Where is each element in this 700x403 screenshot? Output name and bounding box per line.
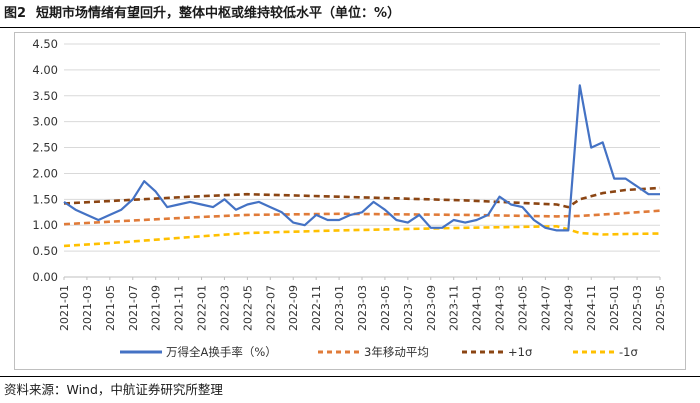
- legend-label: 3年移动平均: [364, 345, 429, 359]
- y-tick-label: 2.00: [32, 166, 58, 180]
- x-tick-label: 2022-11: [310, 285, 323, 331]
- source-note: 资料来源：Wind，中航证券研究所整理: [4, 382, 223, 397]
- x-tick-label: 2023-01: [333, 285, 346, 331]
- x-tick-label: 2022-07: [264, 285, 277, 331]
- x-tick-label: 2021-11: [173, 285, 186, 331]
- x-tick-label: 2023-05: [379, 285, 392, 331]
- x-tick-label: 2022-05: [241, 285, 254, 331]
- series-minus-1-sigma: [63, 225, 661, 248]
- source-rule: [0, 376, 700, 377]
- x-tick-label: 2023-11: [448, 285, 461, 331]
- y-tick-label: 0.50: [32, 244, 58, 258]
- x-tick-label: 2023-03: [356, 285, 369, 331]
- y-tick-label: 2.50: [32, 141, 58, 155]
- figure-title: 图2 短期市场情绪有望回升，整体中枢或维持较低水平（单位：%）: [4, 3, 696, 25]
- x-tick-label: 2021-07: [127, 285, 140, 331]
- x-tick-label: 2025-05: [654, 285, 667, 331]
- x-tick-label: 2021-09: [150, 285, 163, 331]
- x-tick-label: 2023-07: [402, 285, 415, 331]
- x-tick-label: 2025-03: [631, 285, 644, 331]
- y-tick-label: 0.00: [32, 270, 58, 284]
- series-turnover: [63, 84, 660, 232]
- y-tick-label: 4.00: [32, 63, 58, 77]
- series-plus-1-sigma: [63, 186, 661, 209]
- legend-label: -1σ: [619, 345, 638, 359]
- y-tick-label: 4.50: [32, 37, 58, 51]
- figure-number: 图2: [4, 6, 27, 21]
- x-tick-label: 2022-09: [287, 285, 300, 331]
- x-tick-label: 2021-03: [81, 285, 94, 331]
- x-tick-label: 2021-01: [58, 285, 71, 331]
- figure-title-text: 短期市场情绪有望回升，整体中枢或维持较低水平（单位：%）: [36, 6, 401, 21]
- x-tick-label: 2021-05: [104, 285, 117, 331]
- legend-label: 万得全A换手率（%）: [166, 345, 277, 359]
- x-tick-label: 2024-11: [585, 285, 598, 331]
- x-tick-label: 2024-07: [539, 285, 552, 331]
- x-tick-label: 2022-01: [196, 285, 209, 331]
- y-tick-label: 3.00: [32, 115, 58, 129]
- chart-frame: [14, 32, 686, 370]
- title-rule: [0, 27, 700, 28]
- x-tick-label: 2024-05: [516, 285, 529, 331]
- x-tick-label: 2023-09: [425, 285, 438, 331]
- y-tick-label: 1.50: [32, 192, 58, 206]
- y-tick-label: 1.00: [32, 218, 58, 232]
- x-tick-label: 2024-03: [494, 285, 507, 331]
- x-tick-label: 2024-09: [562, 285, 575, 331]
- x-tick-label: 2022-03: [218, 285, 231, 331]
- x-tick-label: 2024-01: [471, 285, 484, 331]
- x-tick-label: 2025-01: [608, 285, 621, 331]
- legend-label: +1σ: [508, 345, 532, 359]
- series-3y-ma: [63, 209, 661, 226]
- y-tick-label: 3.50: [32, 89, 58, 103]
